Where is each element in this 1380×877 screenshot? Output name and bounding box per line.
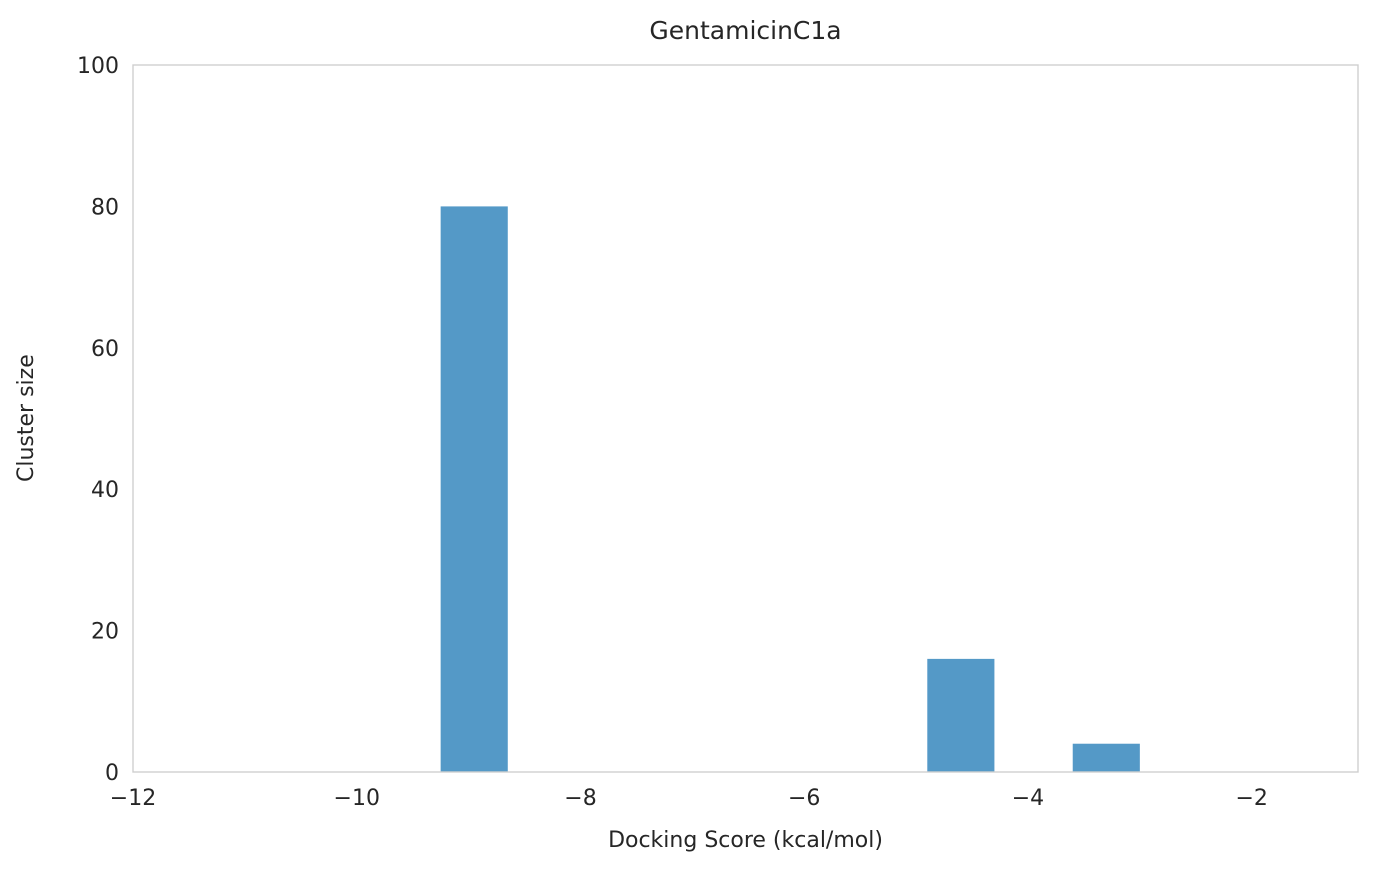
plot-border [132,64,1359,773]
bar [927,658,995,772]
x-tick-label: −8 [564,786,596,811]
y-tick-label: 100 [77,54,119,79]
x-tick-label: −12 [110,786,156,811]
y-tick-label: 60 [91,337,119,362]
bar [1072,743,1140,772]
x-axis-label: Docking Score (kcal/mol) [608,828,883,853]
plot-background [133,65,1358,772]
x-tick-label: −2 [1236,786,1268,811]
x-tick-label: −6 [788,786,820,811]
bar [440,206,508,772]
y-tick-label: 40 [91,478,119,503]
y-tick-label: 80 [91,195,119,220]
x-tick-label: −4 [1012,786,1044,811]
y-tick-label: 0 [105,761,119,786]
y-tick-label: 20 [91,620,119,645]
chart-title: GentamicinC1a [649,16,842,45]
x-tick-label: −10 [334,786,380,811]
